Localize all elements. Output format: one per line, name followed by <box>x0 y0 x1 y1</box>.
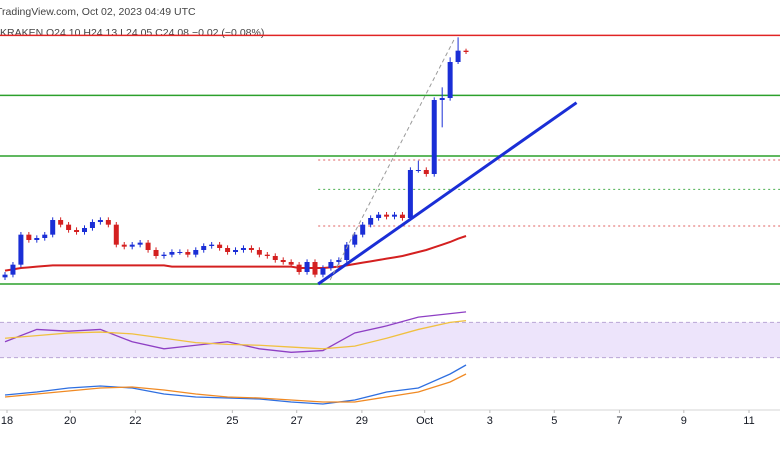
candle-body <box>447 62 453 98</box>
candle-body <box>185 252 191 255</box>
candle-body <box>415 170 421 171</box>
candle-body <box>177 252 183 253</box>
candle-body <box>344 244 350 260</box>
candle-body <box>296 264 302 272</box>
candle-body <box>280 260 286 262</box>
x-tick-label: 29 <box>356 415 368 427</box>
candle-body <box>153 250 159 256</box>
candle-body <box>26 234 32 240</box>
candle-body <box>217 244 223 248</box>
candle-body <box>399 214 405 218</box>
candle-body <box>105 220 111 225</box>
candle-body <box>288 262 294 265</box>
moving-average <box>4 235 467 272</box>
candle-body <box>352 234 358 245</box>
candle-body <box>97 220 103 222</box>
candle-body <box>233 250 239 252</box>
candle-body <box>209 244 215 246</box>
indicator-band <box>0 322 780 358</box>
x-tick-label: 20 <box>64 415 76 427</box>
candle-body <box>312 262 318 275</box>
candle-body <box>368 218 374 225</box>
candle-body <box>439 98 445 100</box>
candle-body <box>169 252 175 255</box>
candle-body <box>137 242 143 245</box>
candle-body <box>113 224 119 245</box>
candle-body <box>66 224 72 230</box>
candle-body <box>50 220 56 235</box>
candle-body <box>10 264 16 275</box>
x-tick-label: 27 <box>291 415 303 427</box>
indicator-line <box>4 364 467 405</box>
symbol-source: KRAKEN <box>0 27 43 39</box>
candle-body <box>193 250 199 255</box>
x-tick-label: 9 <box>681 415 687 427</box>
candle-body <box>34 238 40 240</box>
candle-body <box>248 248 254 250</box>
candle-body <box>336 260 342 262</box>
candle-body <box>121 244 127 247</box>
candle-body <box>42 234 48 238</box>
candle-body <box>2 274 8 278</box>
candle-body <box>384 214 390 217</box>
candle-body <box>89 222 95 228</box>
candle-body <box>161 254 167 256</box>
x-tick-label: 22 <box>129 415 141 427</box>
candle-body <box>58 220 64 225</box>
candle-body <box>129 244 135 247</box>
candle-body <box>423 170 429 174</box>
candle-body <box>145 242 151 250</box>
header-title: TradingView.com, Oct 02, 2023 04:49 UTC <box>0 6 196 18</box>
candle-body <box>328 262 334 268</box>
candle-body <box>304 262 310 272</box>
x-tick-label: Oct <box>416 415 433 427</box>
candle-body <box>225 248 231 252</box>
candle-body <box>256 250 262 255</box>
trend-line <box>329 37 456 281</box>
x-tick-label: 3 <box>487 415 493 427</box>
candle-body <box>201 246 207 250</box>
candle-body <box>407 170 413 218</box>
candle-body <box>431 100 437 174</box>
x-tick-label: 25 <box>226 415 238 427</box>
candle-body <box>463 50 469 52</box>
ohlc-readout: O24.10 H24.13 L24.05 C24.08 −0.02 (−0.08… <box>46 27 264 39</box>
candle-body <box>272 256 278 260</box>
candle-body <box>376 214 382 218</box>
x-tick-label: 5 <box>551 415 557 427</box>
indicator-line <box>4 319 467 350</box>
candle-body <box>391 214 397 217</box>
candle-body <box>455 50 461 62</box>
candle-body <box>74 230 80 232</box>
trend-line <box>317 101 578 286</box>
candle-body <box>18 234 24 265</box>
candle-body <box>240 248 246 250</box>
candle-body <box>320 268 326 275</box>
candle-body <box>360 224 366 235</box>
candle-body <box>264 254 270 256</box>
x-tick-label: 11 <box>743 415 754 427</box>
candle-body <box>81 228 87 232</box>
indicator-line <box>4 373 467 403</box>
x-tick-label: 18 <box>1 415 13 427</box>
x-tick-label: 7 <box>616 415 622 427</box>
